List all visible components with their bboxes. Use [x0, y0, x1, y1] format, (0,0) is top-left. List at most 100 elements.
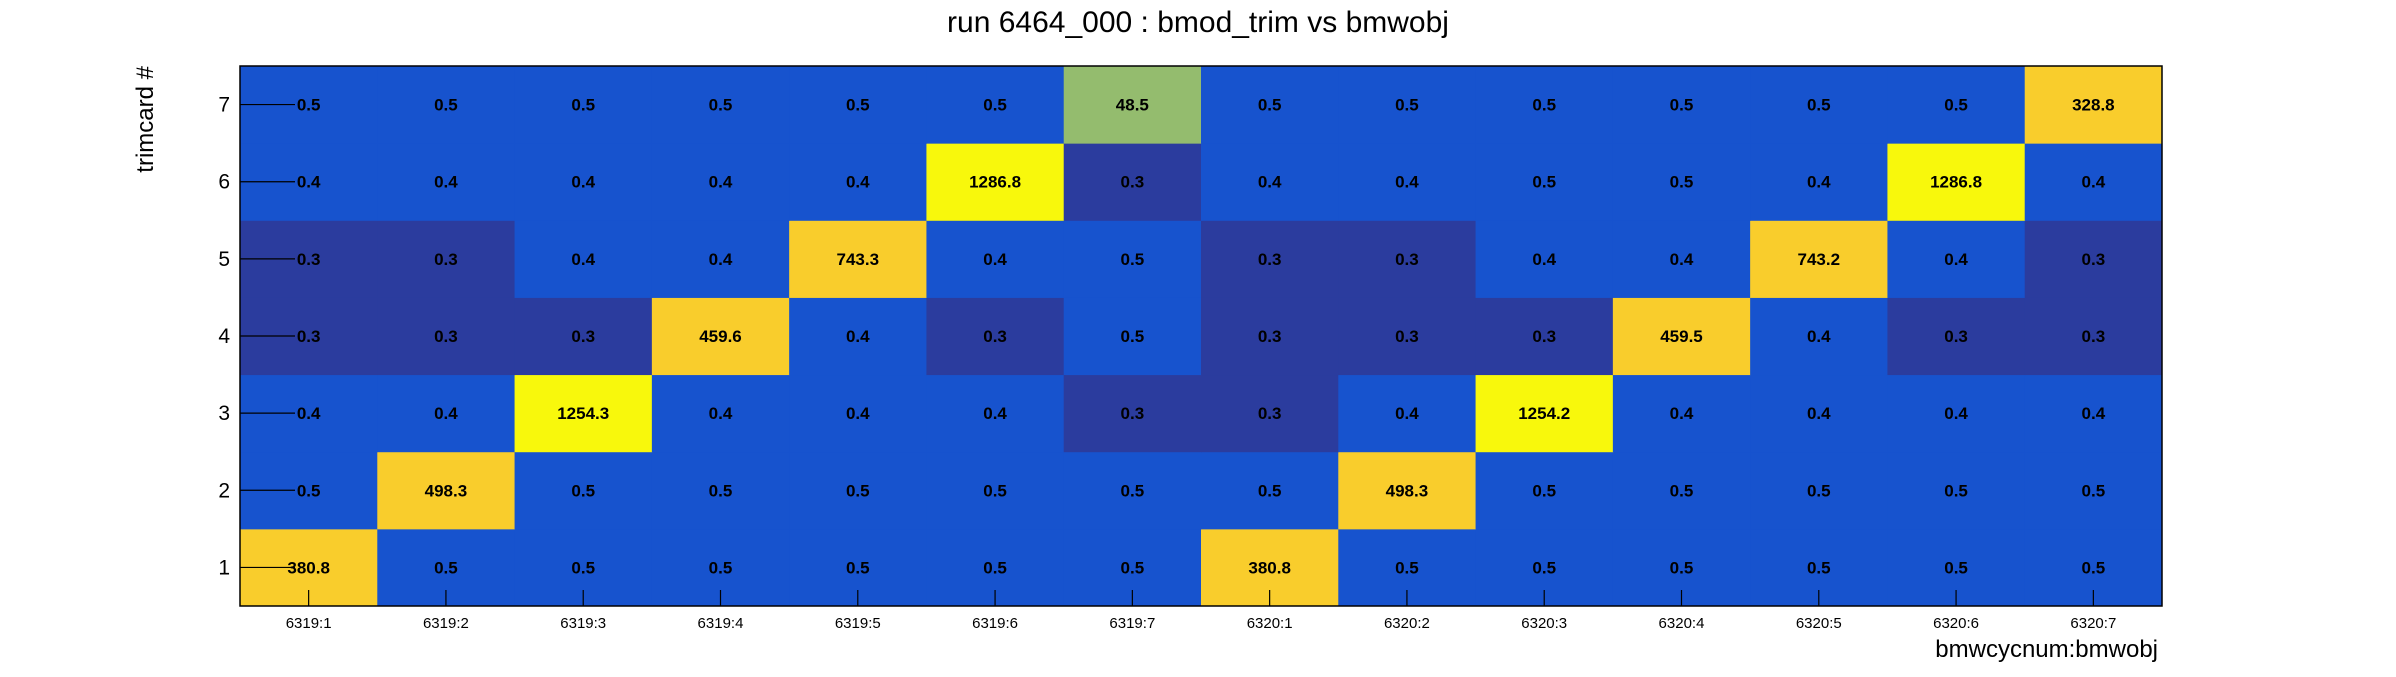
- cell-value-label: 0.5: [2082, 558, 2106, 577]
- cell-value-label: 0.5: [1258, 96, 1282, 115]
- heatmap-cell-labels: 380.8 0.5 0.5 0.5 0.5 0.5 0.5 380.8 0.5 0.5 0.5 0.5…: [287, 96, 2114, 578]
- cell-value-label: 0.4: [1807, 327, 1831, 346]
- heatmap-cell: [2024, 66, 2163, 144]
- x-tick-label: 6319:1: [286, 615, 332, 632]
- heatmap-cell: [1475, 451, 1614, 530]
- x-tick-label: 6320:6: [1933, 615, 1979, 632]
- x-tick-label: 6319:7: [1109, 615, 1155, 632]
- cell-value-label: 0.5: [983, 96, 1007, 115]
- heatmap-cell: [651, 297, 790, 376]
- cell-value-label: 498.3: [1386, 481, 1429, 500]
- heatmap-cell: [1750, 143, 1888, 221]
- cell-value-label: 0.5: [1807, 96, 1831, 115]
- heatmap-cell: [1338, 451, 1477, 530]
- y-tick-label: 4: [218, 325, 230, 348]
- cell-value-label: 743.2: [1798, 250, 1841, 269]
- heatmap-cell: [1887, 66, 2026, 144]
- y-tick-label: 2: [218, 479, 230, 502]
- cell-value-label: 0.4: [983, 404, 1007, 423]
- cell-value-label: 0.3: [1258, 404, 1282, 423]
- cell-value-label: 48.5: [1116, 96, 1149, 115]
- x-axis: 6319:1 6319:2 6319:3 6319:4 6319:5 6319:6 6319…: [286, 590, 2116, 632]
- cell-value-label: 0.5: [1670, 173, 1694, 192]
- cell-value-label: 0.5: [1258, 481, 1282, 500]
- x-axis-title: bmwcycnum:bmwobj: [1935, 636, 2158, 663]
- cell-value-label: 0.3: [571, 327, 595, 346]
- heatmap-cell: [1338, 220, 1477, 298]
- heatmap-cell: [514, 374, 653, 453]
- heatmap-cell: [1201, 220, 1339, 298]
- cell-value-label: 0.5: [1395, 96, 1419, 115]
- heatmap-cell: [2024, 220, 2163, 298]
- cell-value-label: 0.5: [983, 558, 1007, 577]
- heatmap-cell: [377, 297, 516, 376]
- cell-value-label: 1286.8: [1930, 173, 1982, 192]
- heatmap-cell: [1063, 220, 1202, 298]
- cell-value-label: 0.4: [709, 173, 733, 192]
- heatmap-cell: [1612, 66, 1751, 144]
- cell-value-label: 0.5: [1121, 327, 1145, 346]
- cell-value-label: 0.5: [983, 481, 1007, 500]
- heatmap-cell: [789, 451, 927, 530]
- heatmap-cell: [377, 451, 516, 530]
- cell-value-label: 0.4: [983, 250, 1007, 269]
- heatmap-cell: [926, 374, 1065, 453]
- heatmap-cell: [1063, 374, 1202, 453]
- heatmap-cell: [1750, 66, 1888, 144]
- heatmap-cell: [1750, 451, 1888, 530]
- cell-value-label: 0.5: [1670, 96, 1694, 115]
- cell-value-label: 0.4: [709, 404, 733, 423]
- cell-value-label: 498.3: [425, 481, 468, 500]
- cell-value-label: 0.3: [2082, 250, 2106, 269]
- heatmap-cell: [1063, 451, 1202, 530]
- cell-value-label: 0.5: [846, 96, 870, 115]
- cell-value-label: 0.5: [571, 558, 595, 577]
- heatmap-cell: [377, 143, 516, 221]
- cell-value-label: 0.5: [1807, 558, 1831, 577]
- cell-value-label: 0.5: [1670, 558, 1694, 577]
- cell-value-label: 0.4: [297, 404, 321, 423]
- cell-value-label: 0.5: [709, 558, 733, 577]
- cell-value-label: 0.4: [434, 404, 458, 423]
- heatmap-cell: [2024, 451, 2163, 530]
- cell-value-label: 0.4: [1395, 173, 1419, 192]
- y-tick-label: 1: [218, 556, 230, 579]
- cell-value-label: 0.5: [846, 481, 870, 500]
- heatmap-cell: [789, 66, 927, 144]
- cell-value-label: 0.4: [297, 173, 321, 192]
- cell-value-label: 743.3: [837, 250, 880, 269]
- heatmap-cell: [1475, 66, 1614, 144]
- x-tick-label: 6320:5: [1796, 615, 1842, 632]
- cell-value-label: 1254.3: [557, 404, 609, 423]
- heatmap-cell: [1063, 66, 1202, 144]
- heatmap-cell: [1475, 374, 1614, 453]
- cell-value-label: 380.8: [1248, 558, 1291, 577]
- heatmap-cell: [651, 66, 790, 144]
- heatmap-cell: [1887, 374, 2026, 453]
- heatmap-cell: [1887, 451, 2026, 530]
- cell-value-label: 1286.8: [969, 173, 1021, 192]
- x-tick-label: 6319:2: [423, 615, 469, 632]
- cell-value-label: 0.5: [1121, 481, 1145, 500]
- cell-value-label: 0.3: [1395, 250, 1419, 269]
- heatmap-cell: [1201, 66, 1339, 144]
- y-tick-label: 6: [218, 171, 230, 194]
- heatmap-cell: [377, 374, 516, 453]
- cell-value-label: 0.4: [2082, 173, 2106, 192]
- heatmap-cell: [1750, 374, 1888, 453]
- heatmap-cell: [926, 66, 1065, 144]
- cell-value-label: 0.5: [1807, 481, 1831, 500]
- heatmap-cells: [240, 66, 2163, 607]
- heatmap-cell: [1612, 374, 1751, 453]
- cell-value-label: 0.3: [983, 327, 1007, 346]
- x-tick-label: 6319:6: [972, 615, 1018, 632]
- cell-value-label: 1254.2: [1518, 404, 1570, 423]
- heatmap-cell: [1887, 297, 2026, 376]
- cell-value-label: 0.4: [1944, 250, 1968, 269]
- y-axis: 1 2 3 4 5 6 7: [218, 94, 295, 579]
- cell-value-label: 0.3: [1121, 173, 1145, 192]
- heatmap-cell: [789, 143, 927, 221]
- cell-value-label: 0.5: [709, 481, 733, 500]
- heatmap-cell: [1750, 297, 1888, 376]
